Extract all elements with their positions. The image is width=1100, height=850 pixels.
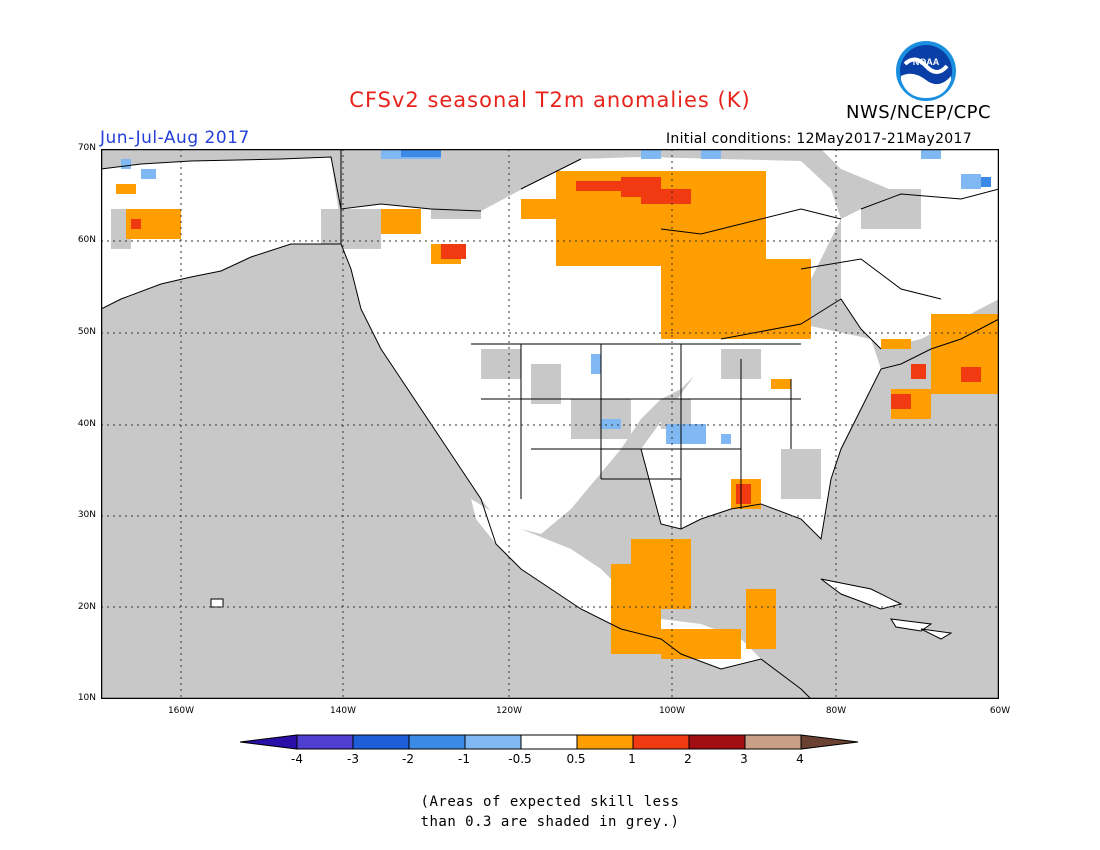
initial-conditions: Initial conditions: 12May2017-21May2017 [666, 131, 972, 147]
cool-anomaly-patches-dark [401, 149, 991, 187]
colorbar-label: -1 [458, 752, 470, 766]
colorbar-segment [464, 734, 522, 750]
colorbar-segment [576, 734, 634, 750]
gridlines [101, 149, 999, 699]
colorbar-segment [408, 734, 466, 750]
lon-label-120w: 120W [495, 706, 523, 716]
skill-note: (Areas of expected skill less than 0.3 a… [0, 792, 1100, 832]
map-title: CFSv2 seasonal T2m anomalies (K) [349, 88, 751, 112]
colorbar-segment [520, 734, 578, 750]
lat-label-70n: 70N [77, 143, 96, 153]
colorbar-label: 0.5 [566, 752, 586, 766]
caribbean-islands [210, 578, 953, 640]
skill-note-line: (Areas of expected skill less [420, 794, 680, 810]
coastlines-borders [101, 149, 999, 699]
colorbar-label: 1 [628, 752, 636, 766]
colorbar-arrow-low [240, 734, 298, 750]
colorbar-segment [688, 734, 746, 750]
colorbar-label: 4 [796, 752, 804, 766]
lat-label-10n: 10N [77, 693, 96, 703]
colorbar-label: 3 [740, 752, 748, 766]
colorbar-label: -2 [402, 752, 414, 766]
svg-text:NOAA: NOAA [913, 57, 940, 67]
lat-label-50n: 50N [77, 327, 96, 337]
lon-label-100w: 100W [658, 706, 686, 716]
colorbar [240, 734, 859, 750]
colorbar-label: 2 [684, 752, 692, 766]
lon-label-60w: 60W [989, 706, 1011, 716]
noaa-logo: NOAA [896, 41, 956, 101]
colorbar-label: -4 [291, 752, 303, 766]
map-frame [101, 149, 999, 699]
strong-warm-patches [131, 177, 981, 504]
forecast-period: Jun-Jul-Aug 2017 [100, 128, 250, 148]
colorbar-label: -0.5 [508, 752, 532, 766]
agency-label: NWS/NCEP/CPC [846, 102, 992, 123]
colorbar-segment [296, 734, 354, 750]
colorbar-segment [352, 734, 410, 750]
lon-label-140w: 140W [329, 706, 357, 716]
lon-label-80w: 80W [825, 706, 847, 716]
lat-label-20n: 20N [77, 602, 96, 612]
lat-label-30n: 30N [77, 510, 96, 520]
skill-note-line: than 0.3 are shaded in grey.) [420, 814, 680, 830]
lat-label-60n: 60N [77, 235, 96, 245]
colorbar-segment [632, 734, 690, 750]
lat-label-40n: 40N [77, 419, 96, 429]
lon-label-160w: 160W [167, 706, 195, 716]
anomaly-map [101, 149, 999, 699]
colorbar-segment [744, 734, 802, 750]
colorbar-arrow-high [800, 734, 859, 750]
colorbar-label: -3 [347, 752, 359, 766]
